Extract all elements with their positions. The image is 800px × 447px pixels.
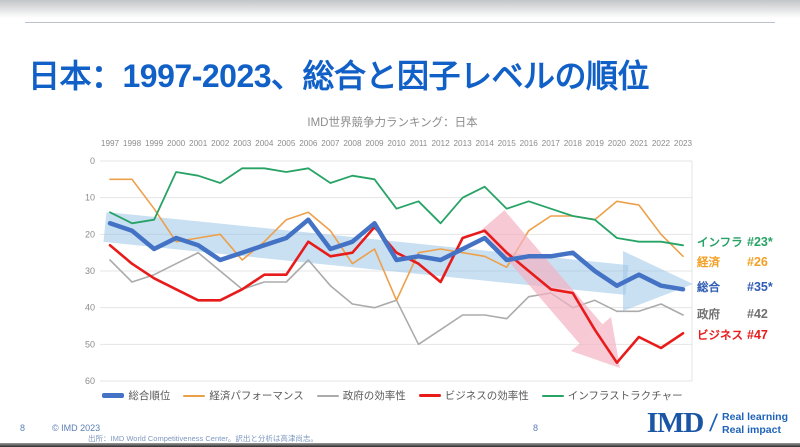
x-tick-label-2010: 2010	[387, 139, 406, 148]
x-tick-label-2017: 2017	[542, 139, 561, 148]
legend-label-government: 政府の効率性	[342, 390, 406, 402]
page-number-center: 8	[533, 423, 539, 433]
imd-logo-text: IMD	[646, 407, 705, 439]
legend-marker-overall	[102, 393, 125, 398]
x-tick-label-2014: 2014	[476, 139, 495, 148]
y-tick-label-40: 40	[85, 303, 95, 313]
x-tick-label-2022: 2022	[652, 139, 671, 148]
x-tick-label-2002: 2002	[211, 139, 230, 148]
x-tick-label-2020: 2020	[608, 139, 627, 148]
imd-logo-tagline-line2: Real impact	[722, 423, 781, 436]
bottom-edge-bar	[0, 443, 800, 447]
x-tick-label-2019: 2019	[586, 139, 605, 148]
legend-label-economy: 経済パフォーマンス	[209, 390, 304, 402]
y-tick-label-60: 60	[85, 376, 95, 386]
end-label-value-infrastructure: #23*	[747, 235, 773, 249]
x-tick-label-2015: 2015	[498, 139, 517, 148]
trend-arrow-business-shaft	[481, 210, 603, 344]
legend-marker-economy	[183, 394, 206, 397]
x-tick-label-2003: 2003	[233, 139, 252, 148]
page-title: 日本：1997-2023、総合と因子レベルの順位	[28, 58, 650, 95]
x-tick-label-2012: 2012	[431, 139, 450, 148]
legend-marker-business	[418, 394, 441, 397]
x-tick-label-2011: 2011	[410, 139, 428, 148]
imd-logo-tagline: Real learning Real impact	[722, 411, 788, 436]
source-note: 出所：IMD World Competitiveness Center。訳出と分…	[88, 434, 318, 443]
end-label-name-overall: 総合	[697, 282, 720, 294]
x-tick-label-1999: 1999	[145, 139, 164, 148]
legend-item-business: ビジネスの効率性	[418, 388, 529, 403]
y-tick-label-0: 0	[90, 156, 95, 166]
x-tick-label-2016: 2016	[520, 139, 539, 148]
trend-arrow-business-head	[571, 317, 620, 368]
x-tick-label-2005: 2005	[277, 139, 296, 148]
trend-arrow-overall-head	[623, 251, 693, 311]
legend-marker-infrastructure	[541, 394, 564, 397]
end-label-infrastructure: インフラ #23*	[697, 234, 799, 250]
top-gradient	[0, 0, 800, 18]
end-label-name-economy: 経済	[697, 257, 720, 269]
x-tick-label-2004: 2004	[255, 139, 274, 148]
y-tick-label-10: 10	[85, 193, 95, 203]
x-tick-label-2013: 2013	[454, 139, 473, 148]
legend-item-infrastructure: インフラストラクチャー	[541, 388, 683, 403]
legend-item-overall: 総合順位	[102, 388, 170, 403]
legend-label-business: ビジネスの効率性	[444, 390, 529, 402]
legend-item-economy: 経済パフォーマンス	[183, 388, 304, 403]
page-number-left: 8	[20, 423, 26, 433]
imd-logo: IMD / Real learning Real impact	[647, 409, 788, 438]
end-label-name-business: ビジネス	[697, 330, 743, 342]
series-line-overall	[107, 217, 686, 292]
legend-label-overall: 総合順位	[128, 390, 171, 402]
end-label-value-overall: #35*	[747, 280, 773, 294]
end-label-value-business: #47	[747, 328, 768, 342]
title-divider	[25, 22, 775, 23]
x-tick-label-2006: 2006	[299, 139, 318, 148]
end-label-overall: 総合 #35*	[697, 279, 799, 295]
x-tick-label-2021: 2021	[630, 139, 649, 148]
chart-title: IMD世界競争力ランキング：日本	[307, 117, 478, 129]
x-tick-label-2001: 2001	[189, 139, 208, 148]
x-tick-label-2007: 2007	[321, 139, 340, 148]
legend-marker-government	[316, 394, 339, 397]
imd-logo-slash: /	[708, 409, 720, 437]
legend-label-infrastructure: インフラストラクチャー	[567, 390, 683, 402]
chart-legend: 総合順位 経済パフォーマンス 政府の効率性 ビジネスの効率性 インフラストラクチャー	[85, 388, 700, 403]
end-label-name-infrastructure: インフラ	[697, 237, 743, 249]
end-label-value-government: #42	[747, 307, 768, 321]
x-tick-label-1998: 1998	[123, 139, 142, 148]
x-tick-label-2018: 2018	[564, 139, 583, 148]
y-tick-label-50: 50	[85, 339, 95, 349]
imd-logo-tagline-line1: Real learning	[722, 410, 788, 423]
x-tick-label-2008: 2008	[343, 139, 362, 148]
x-tick-label-2000: 2000	[167, 139, 186, 148]
end-label-economy: 経済 #26	[697, 254, 799, 270]
x-tick-label-2009: 2009	[365, 139, 384, 148]
series-line-infrastructure	[109, 167, 684, 247]
series-line-business	[108, 225, 685, 364]
end-label-name-government: 政府	[697, 309, 720, 321]
x-tick-label-1997: 1997	[101, 139, 120, 148]
end-label-government: 政府 #42	[697, 306, 799, 322]
y-tick-label-20: 20	[85, 229, 95, 239]
copyright: © IMD 2023	[52, 423, 101, 433]
y-tick-label-30: 30	[85, 266, 95, 276]
x-tick-label-2023: 2023	[674, 139, 693, 148]
end-label-business: ビジネス #47	[697, 327, 799, 343]
legend-item-government: 政府の効率性	[316, 388, 406, 403]
end-label-value-economy: #26	[747, 255, 768, 269]
